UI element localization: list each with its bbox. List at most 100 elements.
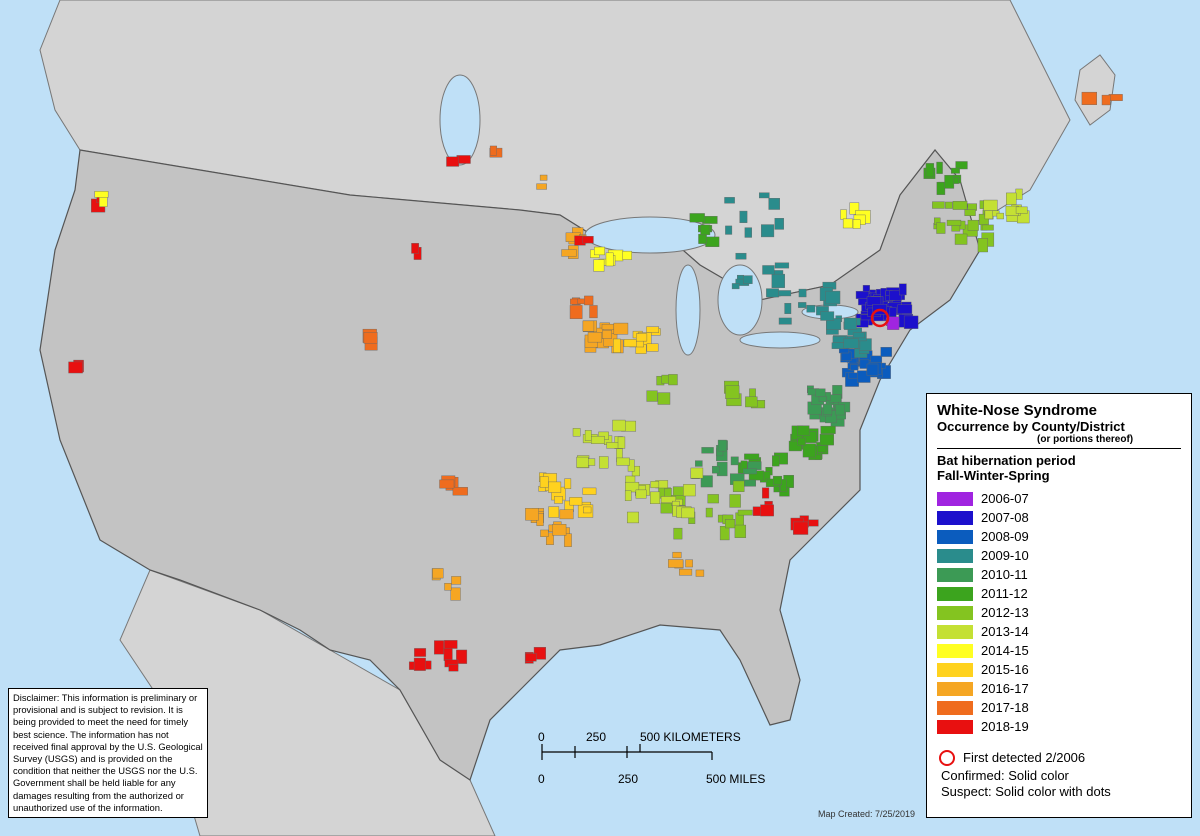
- county-patch: [456, 649, 468, 664]
- county-patch: [650, 491, 661, 504]
- county-patch: [760, 504, 774, 517]
- county-patch: [843, 338, 859, 349]
- county-patch: [743, 479, 756, 487]
- county-patch: [784, 303, 792, 314]
- county-patch: [705, 507, 713, 518]
- county-patch: [739, 210, 748, 223]
- county-patch: [849, 202, 860, 215]
- county-patch: [540, 529, 549, 537]
- county-patch: [444, 583, 452, 591]
- county-patch: [594, 246, 605, 256]
- occurrence-patches: [68, 91, 1123, 672]
- county-patch: [545, 532, 554, 545]
- county-patch: [745, 396, 758, 408]
- legend-swatch: [937, 567, 973, 582]
- county-patch: [443, 640, 458, 649]
- county-patch: [612, 419, 626, 432]
- county-patch: [747, 461, 762, 470]
- county-patch: [94, 191, 109, 198]
- legend-swatch: [937, 681, 973, 696]
- county-patch: [932, 201, 945, 209]
- county-patch: [679, 568, 693, 576]
- county-patch: [841, 351, 852, 361]
- legend-label: 2013-14: [981, 624, 1029, 639]
- county-patch: [1108, 94, 1123, 101]
- county-patch: [772, 455, 780, 467]
- county-patch: [771, 273, 785, 288]
- county-patch: [712, 465, 720, 474]
- county-patch: [951, 167, 960, 174]
- county-patch: [840, 209, 847, 220]
- county-patch: [806, 304, 816, 313]
- county-patch: [539, 174, 548, 181]
- county-patch: [945, 201, 953, 209]
- county-patch: [554, 496, 563, 504]
- county-patch: [850, 364, 859, 371]
- legend-title: White-Nose Syndrome: [937, 402, 1098, 419]
- county-patch: [584, 295, 594, 306]
- county-patch: [617, 436, 626, 449]
- county-patch: [936, 181, 946, 195]
- legend-swatch: [937, 643, 973, 658]
- county-patch: [525, 653, 537, 662]
- county-patch: [660, 496, 677, 504]
- county-patch: [822, 403, 833, 415]
- county-patch: [1015, 206, 1028, 214]
- legend-items: 2006-07 2007-08 2008-09 2009-10 2010-11 2011-…: [937, 489, 1181, 736]
- first-detected-marker: [870, 308, 890, 328]
- legend-swatch: [937, 605, 973, 620]
- county-patch: [443, 647, 453, 661]
- county-patch: [700, 475, 713, 488]
- county-patch: [724, 197, 735, 204]
- county-patch: [762, 487, 770, 499]
- county-patch: [818, 396, 827, 402]
- first-detected-label: First detected 2/2006: [963, 750, 1086, 765]
- county-patch: [569, 305, 583, 319]
- confirmed-note: Confirmed: Solid color: [941, 767, 1069, 783]
- county-patch: [725, 385, 740, 400]
- km-label: 500 KILOMETERS: [640, 730, 741, 744]
- legend-item: 2018-19: [937, 717, 1181, 736]
- county-patch: [548, 506, 560, 518]
- county-patch: [725, 519, 736, 529]
- legend-item: 2013-14: [937, 622, 1181, 641]
- legend-swatch: [937, 529, 973, 544]
- legend: White-Nose Syndrome Occurrence by County…: [926, 393, 1192, 818]
- county-patch: [825, 290, 841, 305]
- legend-item: 2014-15: [937, 641, 1181, 660]
- county-patch: [731, 283, 740, 290]
- lake-winnipeg: [439, 74, 481, 166]
- period-subtitle: Fall-Winter-Spring: [937, 468, 1050, 483]
- county-patch: [820, 425, 836, 434]
- county-patch: [1081, 91, 1098, 105]
- county-patch: [774, 262, 790, 269]
- county-patch: [983, 199, 998, 211]
- county-patch: [576, 456, 589, 468]
- county-patch: [744, 453, 760, 460]
- county-patch: [819, 434, 834, 446]
- county-patch: [548, 481, 562, 493]
- county-patch: [602, 330, 612, 339]
- county-patch: [646, 390, 658, 402]
- map-created: Map Created: 7/25/2019: [818, 809, 916, 819]
- county-patch: [852, 219, 861, 229]
- divider: [937, 448, 1181, 449]
- county-patch: [432, 568, 444, 579]
- great-lakes: [439, 74, 859, 356]
- county-patch: [857, 370, 871, 383]
- county-patch: [719, 525, 730, 541]
- county-patch: [798, 302, 807, 308]
- lake-michigan: [675, 264, 701, 356]
- county-patch: [797, 437, 806, 446]
- mile-label: 0: [538, 772, 545, 786]
- legend-label: 2011-12: [981, 586, 1028, 601]
- county-patch: [636, 333, 648, 342]
- county-patch: [946, 219, 962, 226]
- county-patch: [1101, 94, 1111, 106]
- county-patch: [448, 664, 459, 672]
- county-patch: [707, 494, 719, 504]
- county-patch: [977, 238, 988, 253]
- county-patch: [700, 224, 711, 236]
- legend-label: 2010-11: [981, 567, 1028, 582]
- first-detected-icon: [939, 749, 955, 766]
